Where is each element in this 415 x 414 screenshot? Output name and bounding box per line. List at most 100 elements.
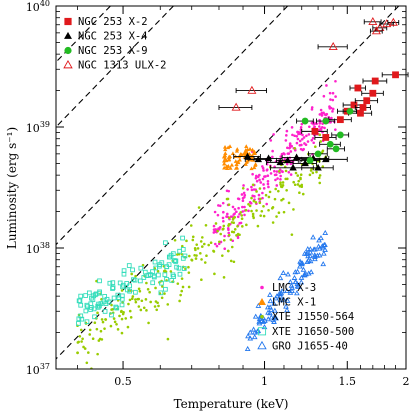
xte-j1550-564-point bbox=[87, 351, 90, 354]
lmc-x-3-point bbox=[298, 139, 302, 143]
lmc-x-3-point bbox=[315, 122, 318, 126]
lmc-x-3-point bbox=[324, 113, 328, 117]
ngc-253-x-4-point bbox=[289, 163, 297, 171]
xte-j1650-500-point bbox=[79, 316, 85, 322]
gro-j1655-40-point bbox=[284, 287, 290, 294]
xte-j1550-564-point bbox=[194, 248, 197, 252]
lmc-x-3-point bbox=[295, 141, 299, 145]
xte-j1550-564-point bbox=[146, 287, 150, 291]
lmc-x-3-point bbox=[217, 242, 221, 246]
xte-j1550-564-point bbox=[241, 187, 245, 190]
legend-label-xte-j1550-564: XTE J1550-564 bbox=[272, 311, 354, 323]
reference-line-3 bbox=[56, 6, 289, 246]
xte-j1650-500-point bbox=[173, 258, 179, 264]
gro-j1655-40-point bbox=[265, 309, 271, 315]
xte-j1550-564-point bbox=[255, 209, 258, 212]
lmc-x-3-point bbox=[269, 139, 273, 142]
lmc-x-3-point bbox=[237, 197, 241, 201]
xte-j1550-564-point bbox=[318, 181, 322, 185]
legend-label-xte-j1650-500: XTE J1650-500 bbox=[272, 326, 354, 338]
lmc-x-3-point bbox=[237, 206, 240, 210]
gro-j1655-40-point bbox=[260, 318, 267, 324]
lmc-x-3-point bbox=[322, 94, 326, 98]
xte-j1650-500-point bbox=[150, 280, 156, 286]
lmc-x-3-point bbox=[331, 110, 334, 113]
xte-j1550-564-point bbox=[267, 195, 271, 199]
xte-j1650-500-point bbox=[181, 266, 187, 271]
xte-j1650-500-point bbox=[163, 240, 168, 246]
ngc-253-x-9-point bbox=[301, 117, 309, 125]
lmc-x-3-point bbox=[250, 185, 253, 189]
xte-j1650-500-point bbox=[78, 313, 84, 319]
xte-j1650-500-point bbox=[109, 312, 114, 318]
lmc-x-3-point bbox=[319, 108, 323, 112]
xte-j1650-500-point bbox=[170, 272, 176, 278]
lmc-x-3-point bbox=[328, 107, 332, 110]
legend-label-ngc-253-x-4: NGC 253 X-4 bbox=[78, 31, 148, 43]
lmc-x-1-point bbox=[236, 160, 241, 165]
lmc-x-1-point bbox=[228, 166, 233, 170]
lmc-x-3-point bbox=[216, 213, 220, 217]
xte-j1550-564-point bbox=[274, 187, 277, 191]
lmc-x-3-point bbox=[299, 147, 303, 151]
xte-j1550-564-point bbox=[88, 333, 92, 336]
gro-j1655-40-point bbox=[300, 266, 307, 272]
xte-j1550-564-point bbox=[178, 299, 181, 303]
xte-j1550-564-point bbox=[230, 221, 234, 224]
xte-j1650-500-point bbox=[157, 263, 162, 269]
xte-j1550-564-point bbox=[248, 204, 252, 208]
lmc-x-3-point bbox=[243, 193, 247, 197]
lmc-x-1-point bbox=[224, 164, 229, 169]
xte-j1550-564-point bbox=[251, 183, 255, 187]
xte-j1650-500-point bbox=[169, 278, 175, 283]
ngc-253-x-4-point bbox=[283, 156, 292, 164]
xte-j1550-564-point bbox=[134, 274, 137, 278]
xte-j1650-500-point bbox=[84, 302, 90, 308]
ngc-253-x-9-point bbox=[346, 107, 354, 115]
lmc-x-1-point bbox=[227, 154, 233, 159]
lmc-x-3-point bbox=[304, 143, 308, 147]
gro-j1655-40-point bbox=[303, 271, 309, 277]
xte-j1650-500-point bbox=[131, 277, 136, 283]
xte-j1650-500-point bbox=[152, 259, 158, 265]
xte-j1550-564-point bbox=[85, 361, 89, 365]
lmc-x-3-point bbox=[218, 204, 222, 208]
xte-j1550-564-point bbox=[227, 224, 230, 227]
ngc-253-x-9-point bbox=[336, 131, 344, 139]
data-series bbox=[218, 16, 409, 171]
lmc-x-3-point bbox=[272, 133, 275, 136]
xte-j1550-564-point bbox=[285, 188, 288, 192]
xte-j1550-564-point bbox=[229, 259, 233, 263]
lmc-x-1-point bbox=[253, 162, 258, 166]
lmc-x-1-point bbox=[252, 165, 257, 170]
xte-j1550-564-point bbox=[218, 240, 221, 244]
gro-j1655-40-point bbox=[247, 329, 254, 335]
xte-j1650-500-point bbox=[150, 269, 155, 274]
lmc-x-3-point bbox=[311, 136, 315, 140]
lmc-x-3-point bbox=[293, 134, 296, 138]
gro-j1655-40-point bbox=[255, 302, 262, 308]
lmc-x-1-point bbox=[245, 158, 250, 163]
gro-j1655-40-point bbox=[287, 279, 294, 285]
lmc-x-3-point bbox=[318, 125, 321, 128]
xte-j1550-564-point bbox=[239, 211, 242, 214]
lmc-x-3-point bbox=[242, 184, 245, 187]
lmc-x-1-point bbox=[247, 146, 253, 151]
xte-j1650-500-point bbox=[142, 269, 148, 275]
lmc-x-3-point bbox=[236, 215, 240, 219]
lmc-x-3-point bbox=[227, 228, 230, 232]
gro-j1655-40-point bbox=[307, 249, 314, 255]
xte-j1550-564-point bbox=[104, 318, 107, 321]
gro-j1655-40-point bbox=[320, 250, 327, 256]
gro-j1655-40-point bbox=[264, 304, 271, 310]
lmc-x-3-point bbox=[246, 188, 249, 191]
lmc-x-3-point bbox=[325, 84, 328, 87]
xte-j1650-500-point bbox=[83, 293, 88, 298]
xte-j1550-564-point bbox=[93, 321, 97, 325]
reference-line-2 bbox=[56, 6, 174, 128]
xte-j1650-500-point bbox=[127, 288, 132, 294]
lmc-x-1-point bbox=[250, 147, 255, 152]
xte-j1550-564-point bbox=[96, 311, 99, 315]
gro-j1655-40-point bbox=[280, 296, 287, 302]
xte-j1550-564-point bbox=[259, 214, 262, 217]
